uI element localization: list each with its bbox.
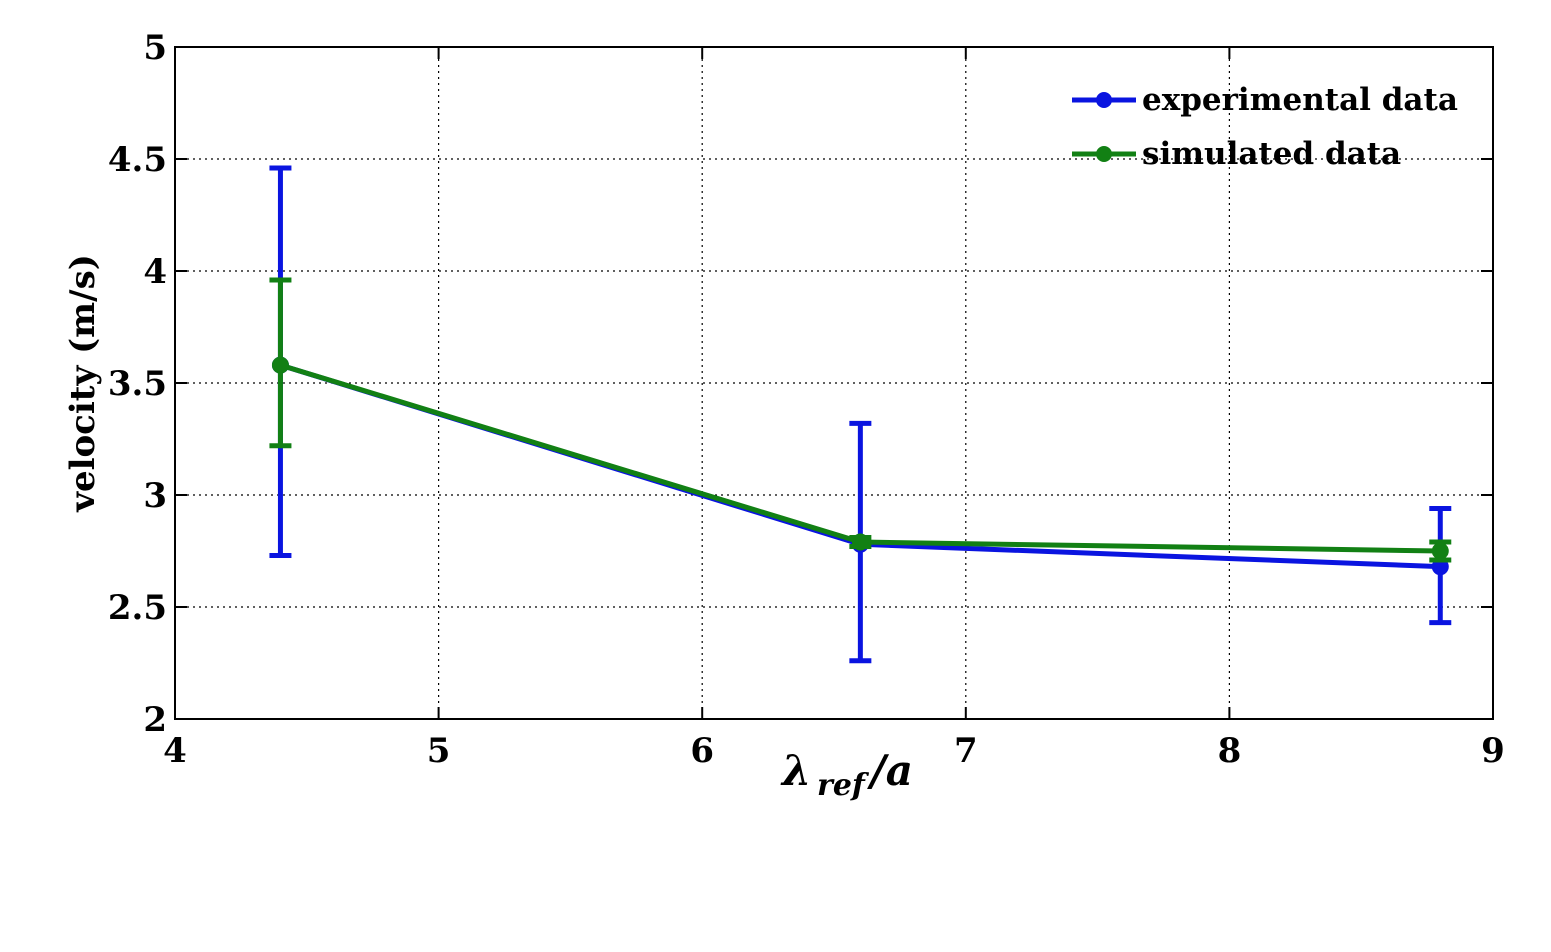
data-point [851, 533, 869, 551]
series-layer [269, 165, 1452, 664]
x-tick-label: 6 [690, 731, 714, 771]
legend-marker [1096, 146, 1112, 162]
x-tick-label: 7 [954, 731, 978, 771]
legend: experimental data simulated data [1072, 82, 1458, 172]
y-axis-label: velocity (m/s) [63, 254, 103, 513]
x-tick-label: 8 [1218, 731, 1242, 771]
legend-label: experimental data [1142, 82, 1458, 118]
x-axis-label-subscript: ref [817, 768, 870, 803]
legend-label: simulated data [1142, 136, 1401, 172]
y-tick-label: 3 [143, 476, 167, 516]
grid [175, 47, 1493, 719]
y-tick-label: 4.5 [108, 140, 167, 180]
axis-ticks: 4 5 6 7 8 9 2 2.5 3 3.5 4 4.5 5 [108, 28, 1505, 771]
y-tick-label: 2 [143, 700, 167, 740]
y-tick-label: 3.5 [108, 364, 167, 404]
y-tick-label: 2.5 [108, 588, 167, 628]
x-axis-label-tail: /a [866, 746, 913, 795]
y-tick-label: 5 [143, 28, 167, 68]
x-tick-label: 5 [427, 731, 451, 771]
x-axis-label-main: λ [780, 746, 811, 795]
series-simulated [269, 277, 1452, 563]
x-tick-label: 4 [163, 731, 187, 771]
legend-marker [1096, 92, 1112, 108]
data-point [1431, 542, 1449, 560]
y-tick-label: 4 [143, 252, 167, 292]
data-point [271, 356, 289, 374]
x-axis-label: λ ref /a [780, 746, 913, 803]
x-tick-label: 9 [1481, 731, 1505, 771]
